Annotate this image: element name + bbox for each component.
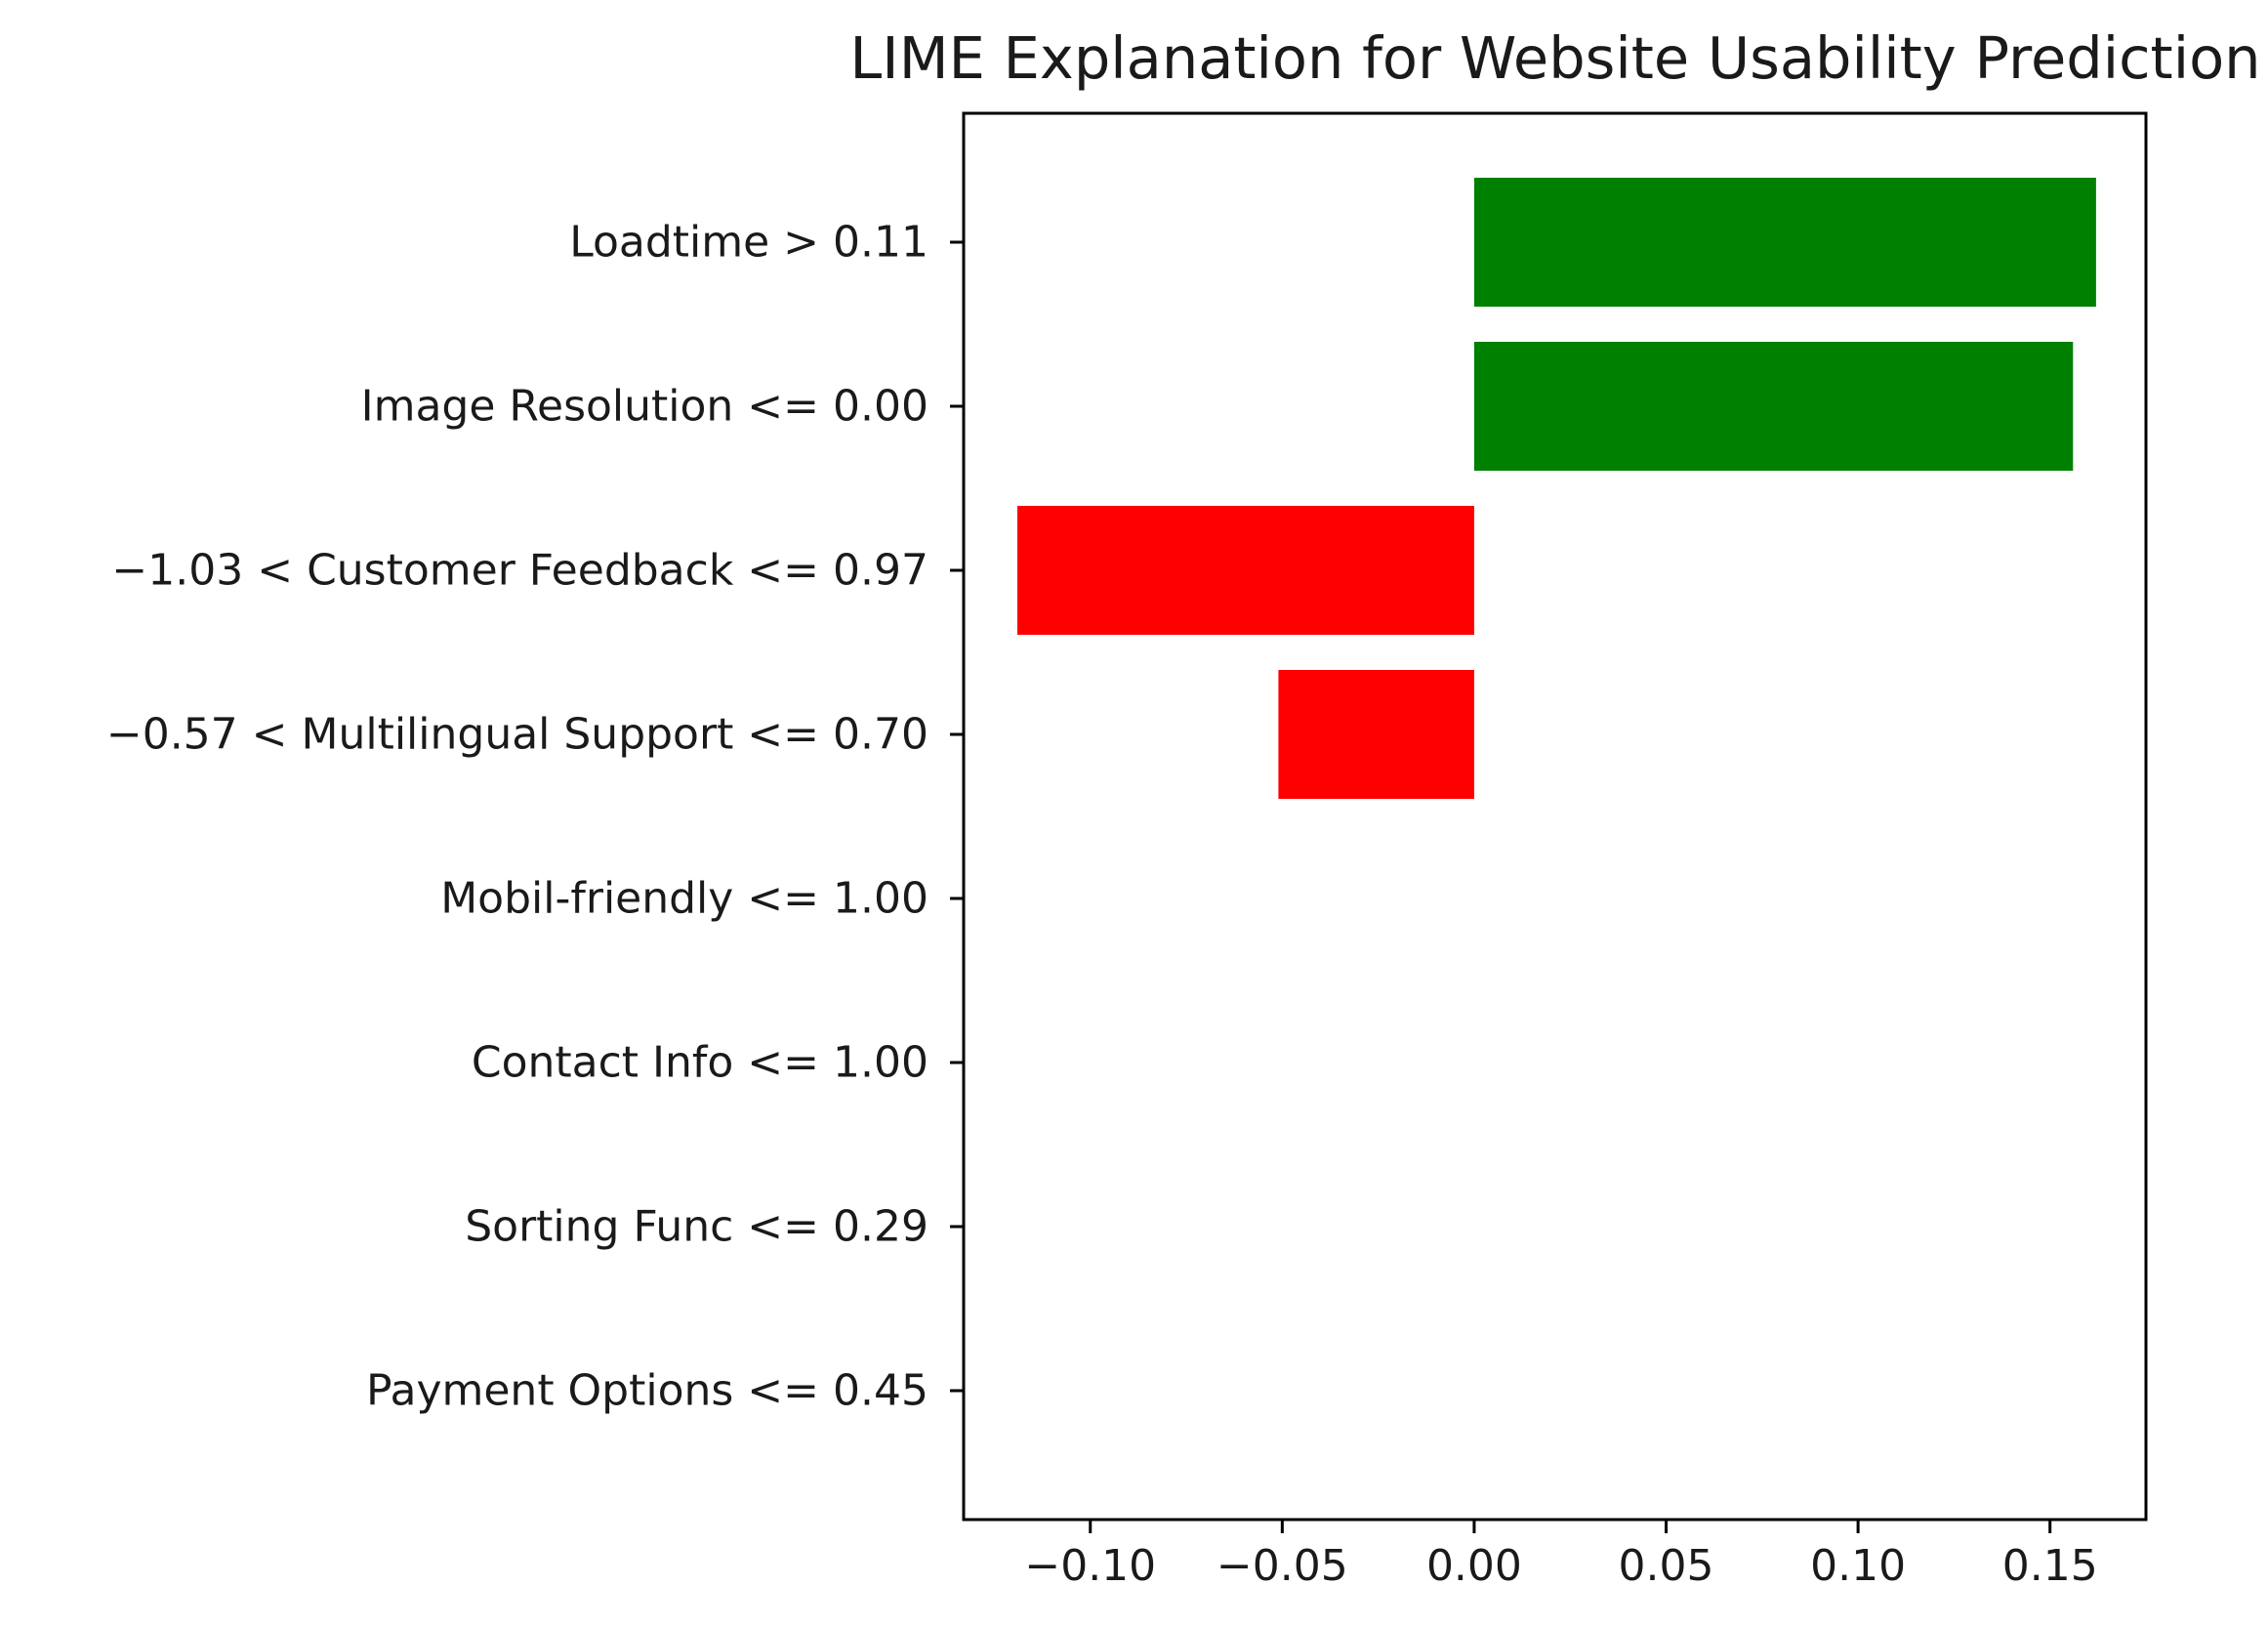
bar (1473, 178, 2096, 307)
x-tick-label: −0.05 (1216, 1541, 1348, 1591)
y-tick-label: −1.03 < Customer Feedback <= 0.97 (111, 546, 928, 596)
y-tick-label: Image Resolution <= 0.00 (361, 382, 928, 432)
y-axis: Loadtime > 0.11 Image Resolution <= 0.00 −… (106, 218, 964, 1416)
bars-layer (1017, 178, 2096, 799)
y-tick-label: Payment Options <= 0.45 (366, 1366, 928, 1416)
plot-frame (962, 111, 2148, 1522)
x-tick-label: 0.05 (1619, 1541, 1714, 1591)
x-axis: −0.10 −0.05 0.00 0.05 0.10 0.15 (1024, 1520, 2098, 1591)
y-tick-label: Loadtime > 0.11 (569, 218, 928, 268)
y-tick-label: −0.57 < Multilingual Support <= 0.70 (106, 710, 928, 760)
bar (1017, 506, 1474, 635)
bar (1473, 342, 2074, 471)
x-tick-label: 0.15 (2002, 1541, 2098, 1591)
chart-title: LIME Explanation for Website Usability P… (849, 24, 2260, 92)
y-tick-label: Mobil-friendly <= 1.00 (440, 874, 928, 924)
x-tick-label: 0.00 (1426, 1541, 1522, 1591)
bar (1278, 670, 1474, 799)
x-tick-label: −0.10 (1024, 1541, 1156, 1591)
x-tick-label: 0.10 (1810, 1541, 1906, 1591)
y-tick-label: Sorting Func <= 0.29 (465, 1202, 928, 1252)
y-tick-label: Contact Info <= 1.00 (472, 1038, 928, 1088)
